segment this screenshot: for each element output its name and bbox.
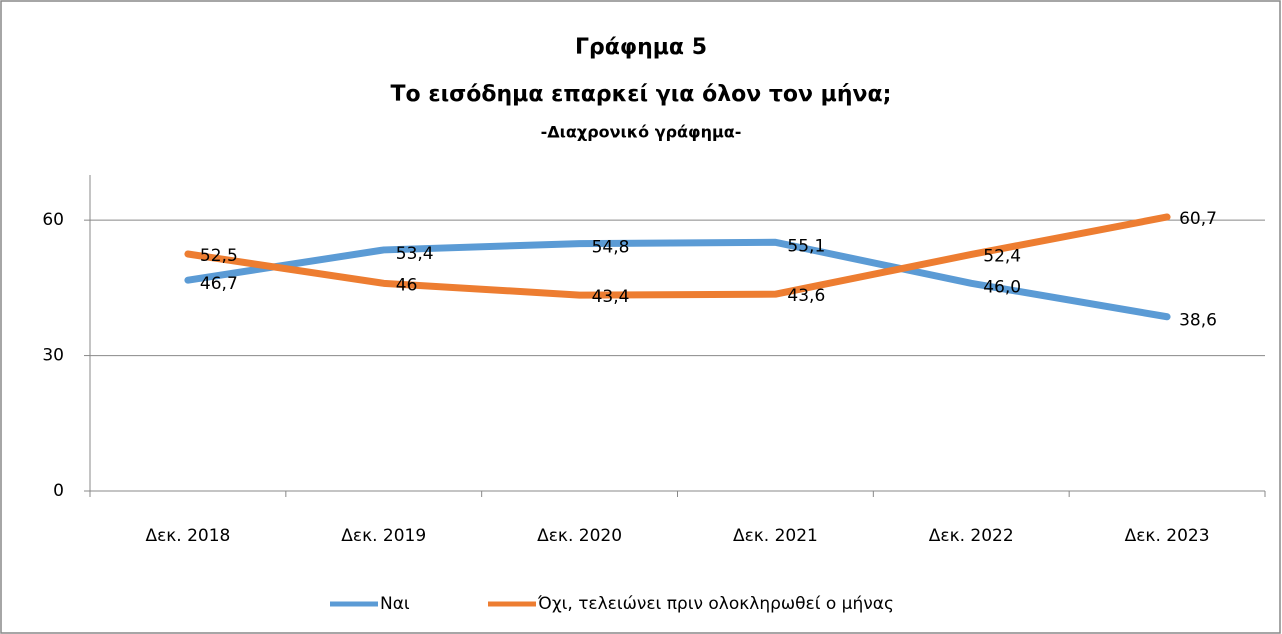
x-tick-label: Δεκ. 2023 (1125, 526, 1210, 546)
chart-title: Το εισόδημα επαρκεί για όλον τον μήνα; (391, 82, 892, 107)
x-tick-label: Δεκ. 2022 (929, 526, 1014, 546)
x-tick-label: Δεκ. 2021 (733, 526, 818, 546)
legend-label: Ναι (380, 594, 410, 614)
data-label: 55,1 (787, 236, 825, 256)
y-tick-label: 30 (42, 346, 64, 366)
x-tick-label: Δεκ. 2019 (341, 526, 426, 546)
x-tick-label: Δεκ. 2018 (145, 526, 230, 546)
data-label: 38,6 (1179, 311, 1217, 331)
data-label: 46 (396, 275, 418, 295)
legend-label: Όχι, τελειώνει πριν ολοκληρωθεί ο μήνας (537, 594, 894, 614)
x-tick-label: Δεκ. 2020 (537, 526, 622, 546)
data-label: 54,8 (592, 238, 630, 258)
chart-subtitle: -Διαχρονικό γράφημα- (541, 123, 742, 142)
data-label: 43,4 (592, 287, 630, 307)
data-label: 46,7 (200, 274, 238, 294)
data-label: 46,0 (983, 277, 1021, 297)
y-tick-label: 0 (53, 481, 64, 501)
data-label: 43,6 (787, 286, 825, 306)
data-label: 53,4 (396, 244, 434, 264)
data-line (184, 238, 1171, 321)
y-tick-label: 60 (42, 210, 64, 230)
data-label: 52,4 (983, 246, 1021, 266)
data-label: 60,7 (1179, 209, 1217, 229)
chart-title: Γράφημα 5 (575, 35, 707, 60)
data-line (184, 213, 1171, 299)
data-label: 52,5 (200, 246, 238, 266)
